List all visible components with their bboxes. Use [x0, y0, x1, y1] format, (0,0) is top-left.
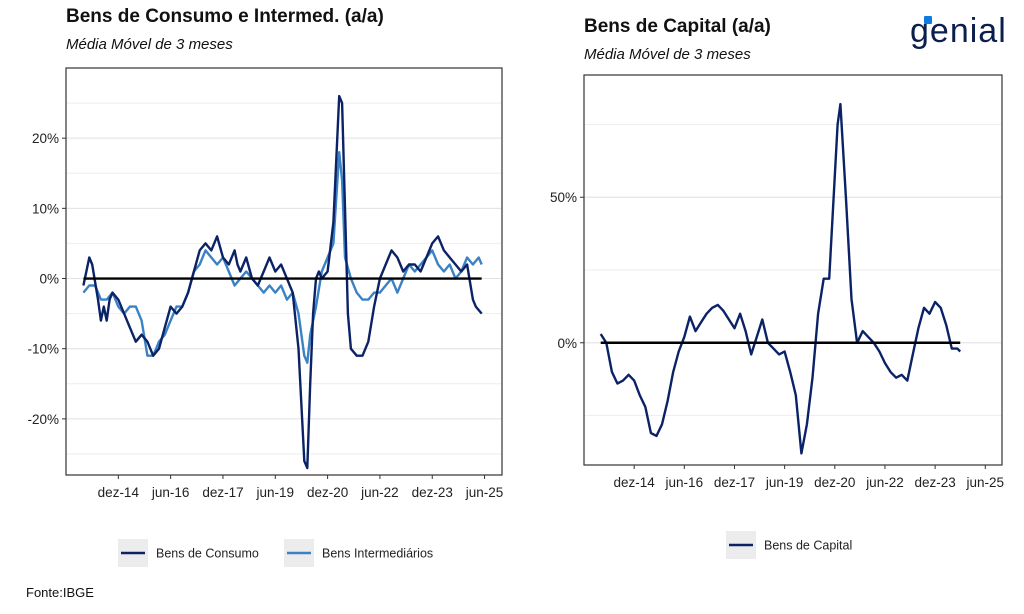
- y-tick-label: -20%: [27, 412, 59, 427]
- y-tick-label: 50%: [550, 190, 577, 205]
- x-tick-label: dez-23: [914, 475, 955, 490]
- x-tick-label: jun-25: [465, 485, 504, 500]
- chart1-subtitle: Média Móvel de 3 meses: [66, 36, 233, 53]
- y-tick-label: -10%: [27, 342, 59, 357]
- x-tick-label: jun-19: [256, 485, 295, 500]
- x-tick-label: dez-23: [412, 485, 453, 500]
- x-tick-label: dez-17: [714, 475, 755, 490]
- y-tick-label: 0%: [39, 272, 59, 287]
- x-tick-label: dez-14: [614, 475, 656, 490]
- x-tick-label: jun-22: [865, 475, 904, 490]
- chart2-title: Bens de Capital (a/a): [584, 16, 771, 37]
- chart1-title: Bens de Consumo e Intermed. (a/a): [66, 6, 384, 27]
- x-tick-label: jun-22: [360, 485, 399, 500]
- x-tick-label: dez-14: [98, 485, 140, 500]
- series-line-2: [82, 151, 483, 364]
- y-tick-label: 20%: [32, 131, 59, 146]
- x-tick-label: jun-25: [966, 475, 1005, 490]
- genial-logo-mark: [924, 16, 932, 24]
- plot-frame: [583, 74, 1003, 466]
- x-tick-label: dez-17: [202, 485, 243, 500]
- chart2-subtitle: Média Móvel de 3 meses: [584, 46, 751, 63]
- x-tick-label: jun-16: [151, 485, 190, 500]
- x-tick-label: dez-20: [307, 485, 348, 500]
- legend-label-1: Bens de Consumo: [156, 547, 259, 561]
- x-tick-label: dez-20: [814, 475, 855, 490]
- y-tick-label: 0%: [557, 336, 577, 351]
- x-tick-label: jun-19: [765, 475, 804, 490]
- legend-label-1: Bens de Capital: [764, 539, 852, 553]
- legend-label-2: Bens Intermediários: [322, 547, 433, 561]
- series-line-1: [599, 102, 962, 455]
- y-tick-label: 10%: [32, 201, 59, 216]
- series-line-1: [82, 94, 483, 470]
- source-note: Fonte:IBGE: [26, 585, 94, 600]
- x-tick-label: jun-16: [665, 475, 704, 490]
- plot-frame: [65, 67, 503, 476]
